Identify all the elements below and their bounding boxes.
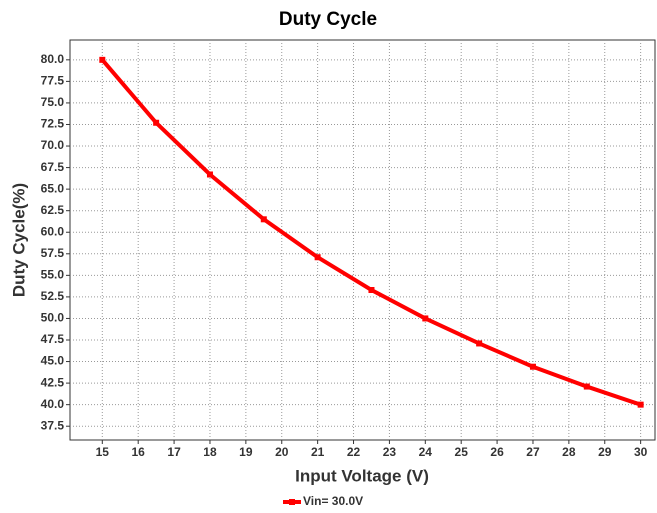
y-tick-label: 37.5 xyxy=(41,418,65,432)
y-tick-label: 65.0 xyxy=(41,181,65,195)
data-point xyxy=(583,383,590,390)
y-tick-label: 72.5 xyxy=(41,117,65,131)
y-tick-label: 57.5 xyxy=(41,246,65,260)
x-tick-label: 20 xyxy=(275,445,289,459)
plot-frame xyxy=(69,39,656,441)
y-tick-label: 52.5 xyxy=(41,289,65,303)
y-tick-label: 70.0 xyxy=(41,138,65,152)
data-point xyxy=(529,363,536,370)
y-tick-label: 55.0 xyxy=(41,268,65,282)
x-tick-label: 24 xyxy=(419,445,433,459)
y-tick-label: 50.0 xyxy=(41,311,65,325)
data-point xyxy=(260,216,267,223)
x-tick-label: 19 xyxy=(239,445,253,459)
y-tick-label: 45.0 xyxy=(41,354,65,368)
data-point xyxy=(422,315,429,322)
x-tick-label: 15 xyxy=(96,445,110,459)
x-tick-label: 25 xyxy=(455,445,469,459)
legend-marker xyxy=(289,499,295,505)
chart-title: Duty Cycle xyxy=(279,9,377,30)
x-tick-label: 16 xyxy=(132,445,146,459)
x-axis-label: Input Voltage (V) xyxy=(295,466,429,485)
y-tick-label: 67.5 xyxy=(41,160,65,174)
data-point xyxy=(153,119,160,126)
y-tick-label: 75.0 xyxy=(41,95,65,109)
y-axis-label: Duty Cycle(%) xyxy=(9,183,28,297)
x-tick-label: 30 xyxy=(634,445,648,459)
y-tick-label: 42.5 xyxy=(41,375,65,389)
y-tick-label: 80.0 xyxy=(41,52,65,66)
data-point xyxy=(314,254,321,261)
x-tick-label: 27 xyxy=(526,445,540,459)
x-tick-label: 17 xyxy=(167,445,181,459)
data-point xyxy=(368,287,375,293)
x-tick-label: 18 xyxy=(203,445,217,459)
x-tick-label: 29 xyxy=(598,445,612,459)
x-tick-label: 26 xyxy=(490,445,504,459)
y-tick-label: 60.0 xyxy=(41,224,65,238)
x-tick-label: 21 xyxy=(311,445,325,459)
data-point xyxy=(99,56,106,63)
x-tick-label: 23 xyxy=(383,445,397,459)
data-point xyxy=(476,340,483,347)
x-tick-label: 22 xyxy=(347,445,361,459)
y-tick-label: 62.5 xyxy=(41,203,65,217)
y-tick-label: 77.5 xyxy=(41,74,65,88)
legend-label: Vin= 30.0V xyxy=(303,494,363,508)
data-point xyxy=(637,401,644,408)
y-tick-label: 47.5 xyxy=(41,332,65,346)
data-point xyxy=(206,171,213,178)
x-tick-label: 28 xyxy=(562,445,576,459)
y-tick-label: 40.0 xyxy=(41,397,65,411)
